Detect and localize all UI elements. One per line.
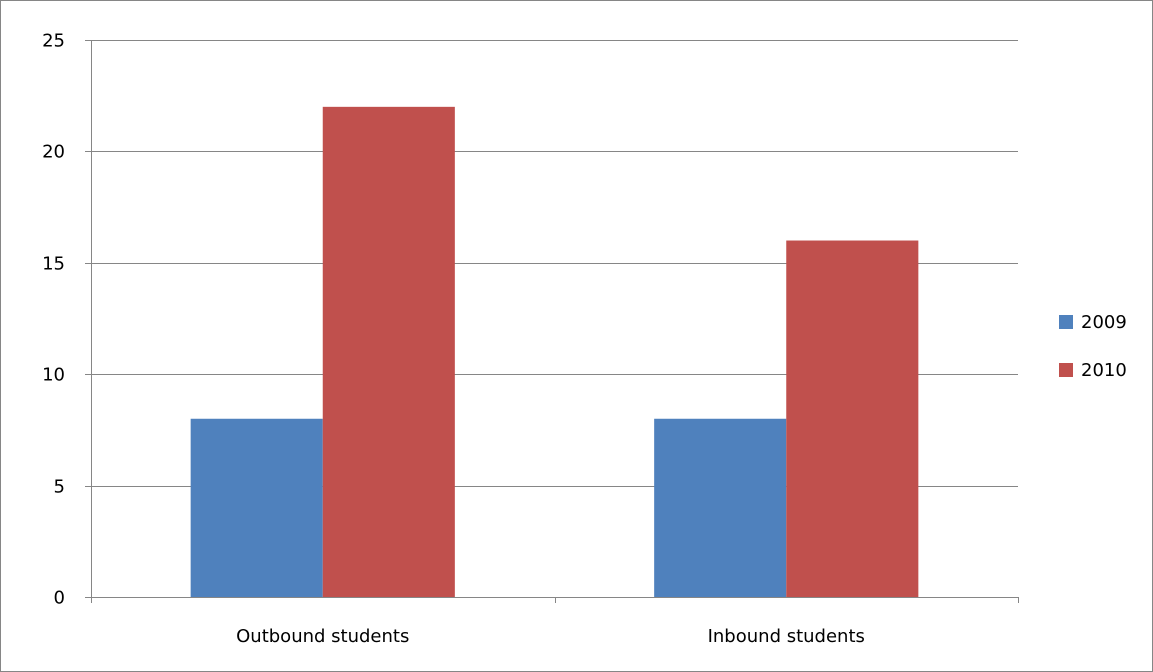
y-tick-label: 25 bbox=[42, 31, 65, 52]
x-category-label: Inbound students bbox=[708, 626, 865, 647]
legend: 2009 2010 bbox=[1059, 312, 1127, 381]
bar-2009-outbound-students bbox=[190, 418, 323, 597]
legend-label-2010: 2010 bbox=[1081, 360, 1127, 381]
bars bbox=[190, 106, 919, 597]
y-tick-label: 0 bbox=[54, 588, 65, 609]
y-tick-label: 15 bbox=[42, 254, 65, 275]
bar-2009-inbound-students bbox=[654, 418, 787, 597]
legend-label-2009: 2009 bbox=[1081, 312, 1127, 333]
x-category-label: Outbound students bbox=[236, 626, 409, 647]
y-tick-label: 10 bbox=[42, 365, 65, 386]
y-tick-label: 20 bbox=[42, 142, 65, 163]
y-axis-tick-labels: 0 5 10 15 20 25 bbox=[42, 31, 65, 609]
axes bbox=[85, 40, 1019, 603]
bar-2010-outbound-students bbox=[322, 106, 455, 597]
bar-2010-inbound-students bbox=[786, 240, 919, 597]
legend-swatch-2010 bbox=[1059, 363, 1073, 377]
x-axis-category-labels: Outbound students Inbound students bbox=[236, 626, 865, 647]
legend-swatch-2009 bbox=[1059, 315, 1073, 329]
y-tick-label: 5 bbox=[54, 477, 65, 498]
